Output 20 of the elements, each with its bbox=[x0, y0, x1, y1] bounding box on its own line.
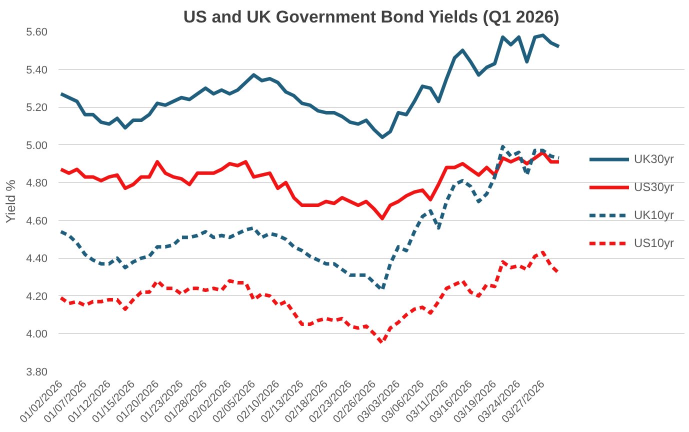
line-series bbox=[59, 144, 561, 292]
y-tick-label: 5.00 bbox=[26, 140, 48, 152]
legend-label: UK30yr bbox=[634, 152, 674, 166]
y-tick-label: 4.60 bbox=[26, 215, 48, 228]
line-series bbox=[59, 250, 561, 345]
legend-label: UK10yr bbox=[634, 208, 674, 222]
y-tick-label: 5.20 bbox=[26, 102, 48, 114]
line-series bbox=[59, 34, 561, 140]
legend-label: US10yr bbox=[634, 236, 674, 250]
y-axis-title: Yield % bbox=[3, 179, 18, 224]
y-tick-label: 4.80 bbox=[26, 178, 48, 190]
y-tick-label: 5.60 bbox=[26, 26, 48, 38]
line-series bbox=[59, 150, 561, 220]
y-tick-label: 4.40 bbox=[26, 253, 48, 266]
y-tick-label: 5.40 bbox=[26, 64, 48, 76]
legend-label: US30yr bbox=[634, 180, 674, 194]
y-tick-label: 4.00 bbox=[26, 328, 48, 341]
chart-title: US and UK Government Bond Yields (Q1 2026) bbox=[183, 8, 560, 26]
y-tick-label: 3.80 bbox=[26, 366, 48, 378]
y-tick-label: 4.20 bbox=[26, 290, 48, 303]
